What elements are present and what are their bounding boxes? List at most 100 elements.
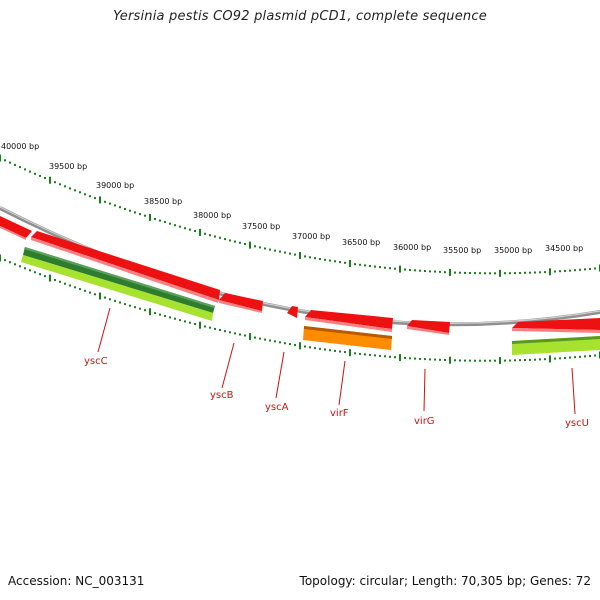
- inner-scale-minor-tick: [534, 358, 536, 361]
- inner-scale-minor-tick: [109, 298, 111, 301]
- gene-label-virF[interactable]: virF: [330, 408, 349, 419]
- inner-scale-minor-tick: [74, 286, 76, 289]
- inner-scale-minor-tick: [374, 354, 376, 357]
- gene-arrow[interactable]: [512, 328, 600, 333]
- outer-scale-minor-tick: [284, 251, 286, 254]
- inner-scale-minor-tick: [424, 358, 426, 361]
- outer-scale-minor-tick: [559, 270, 561, 273]
- gene-arrow[interactable]: [512, 318, 600, 330]
- inner-scale-minor-tick: [119, 301, 121, 304]
- gene-arrow[interactable]: [305, 310, 393, 329]
- outer-scale-minor-tick: [184, 227, 186, 230]
- gene-arrow[interactable]: [0, 226, 26, 240]
- outer-scale-minor-tick: [169, 222, 171, 225]
- inner-scale-minor-tick: [324, 348, 326, 351]
- inner-scale-minor-tick: [214, 327, 216, 330]
- outer-scale-minor-tick: [429, 270, 431, 273]
- outer-scale-minor-tick: [239, 241, 241, 244]
- inner-scale-minor-tick: [154, 312, 156, 315]
- outer-scale-minor-tick: [209, 234, 211, 237]
- inner-scale-minor-tick: [509, 359, 511, 362]
- outer-scale-minor-tick: [309, 256, 311, 259]
- outer-scale-minor-tick: [279, 250, 281, 253]
- outer-scale-minor-tick: [534, 271, 536, 274]
- scale-label: 39500 bp: [49, 162, 87, 171]
- inner-scale-minor-tick: [179, 319, 181, 322]
- inner-scale-minor-tick: [474, 359, 476, 362]
- outer-scale-major-tick: [399, 265, 401, 273]
- scale-label: 38000 bp: [193, 211, 231, 220]
- gene-label-yscA[interactable]: yscA: [265, 402, 289, 413]
- inner-scale-minor-tick: [294, 343, 296, 346]
- outer-scale-minor-tick: [154, 218, 156, 220]
- gene-band[interactable]: [24, 247, 215, 308]
- gene-arrow[interactable]: [219, 300, 262, 313]
- inner-scale-minor-tick: [289, 343, 291, 346]
- inner-scale-minor-tick: [9, 261, 11, 264]
- inner-scale-minor-tick: [494, 359, 496, 362]
- outer-scale-minor-tick: [504, 272, 506, 275]
- outer-scale-minor-tick: [379, 266, 381, 269]
- gene-band[interactable]: [304, 326, 392, 339]
- gene-label-yscB[interactable]: yscB: [210, 390, 234, 401]
- gene-arrow[interactable]: [407, 320, 450, 333]
- outer-scale-minor-tick: [14, 163, 16, 166]
- gene-arrow[interactable]: [287, 306, 298, 318]
- inner-scale-minor-tick: [594, 354, 596, 357]
- scale-label: 36500 bp: [342, 238, 380, 247]
- outer-scale-minor-tick: [224, 238, 226, 241]
- outer-scale-minor-tick: [519, 272, 521, 274]
- outer-scale-minor-tick: [204, 232, 206, 235]
- outer-scale-minor-tick: [234, 240, 236, 243]
- outer-scale-minor-tick: [344, 261, 346, 264]
- gene-arrow[interactable]: [219, 293, 263, 311]
- gene-arrow[interactable]: [407, 326, 449, 335]
- inner-scale-minor-tick: [94, 293, 96, 296]
- outer-scale-minor-tick: [229, 239, 231, 242]
- inner-scale-minor-tick: [354, 352, 356, 355]
- outer-scale-minor-tick: [294, 253, 296, 256]
- outer-scale-minor-tick: [359, 263, 361, 266]
- outer-scale-minor-tick: [174, 224, 176, 227]
- inner-scale-minor-tick: [439, 358, 441, 361]
- inner-scale-minor-tick: [309, 346, 311, 349]
- inner-scale-minor-tick: [484, 359, 486, 362]
- gene-arrow[interactable]: [0, 216, 32, 238]
- gene-band[interactable]: [21, 255, 213, 321]
- outer-scale-minor-tick: [404, 268, 406, 271]
- gene-label-virG[interactable]: virG: [414, 416, 435, 427]
- outer-scale-minor-tick: [179, 225, 181, 228]
- outer-scale-minor-tick: [269, 248, 271, 251]
- outer-scale-minor-tick: [254, 245, 256, 248]
- outer-scale-minor-tick: [469, 272, 471, 274]
- gene-arrow[interactable]: [31, 231, 220, 300]
- inner-scale-minor-tick: [479, 359, 481, 362]
- gene-arrow[interactable]: [305, 317, 392, 332]
- inner-scale-minor-tick: [89, 291, 91, 294]
- outer-scale-ticks: [0, 154, 600, 277]
- gene-arrow[interactable]: [31, 237, 219, 303]
- inner-scale-minor-tick: [414, 357, 416, 360]
- inner-scale-minor-tick: [224, 330, 226, 333]
- outer-scale-minor-tick: [574, 269, 576, 272]
- scale-label: 40000 bp: [1, 142, 39, 151]
- inner-scale-minor-tick: [189, 321, 191, 324]
- inner-scale-minor-tick: [339, 350, 341, 353]
- gene-band[interactable]: [512, 336, 600, 344]
- outer-scale-minor-tick: [489, 272, 491, 275]
- outer-scale-minor-tick: [124, 208, 126, 210]
- gene-band[interactable]: [303, 326, 392, 350]
- outer-scale-minor-tick: [94, 197, 96, 200]
- gene-label-yscU[interactable]: yscU: [565, 418, 589, 429]
- gene-label-yscC[interactable]: yscC: [84, 356, 108, 367]
- outer-scale-minor-tick: [374, 265, 376, 268]
- inner-scale-minor-tick: [554, 357, 556, 360]
- inner-scale-major-tick: [299, 342, 301, 350]
- outer-scale-major-tick: [449, 268, 451, 276]
- outer-scale-minor-tick: [569, 269, 571, 272]
- inner-scale-minor-tick: [54, 279, 56, 281]
- inner-scale-minor-tick: [69, 284, 71, 287]
- inner-scale-minor-tick: [264, 338, 266, 341]
- outer-scale-minor-tick: [289, 252, 291, 255]
- outer-scale-minor-tick: [434, 270, 436, 273]
